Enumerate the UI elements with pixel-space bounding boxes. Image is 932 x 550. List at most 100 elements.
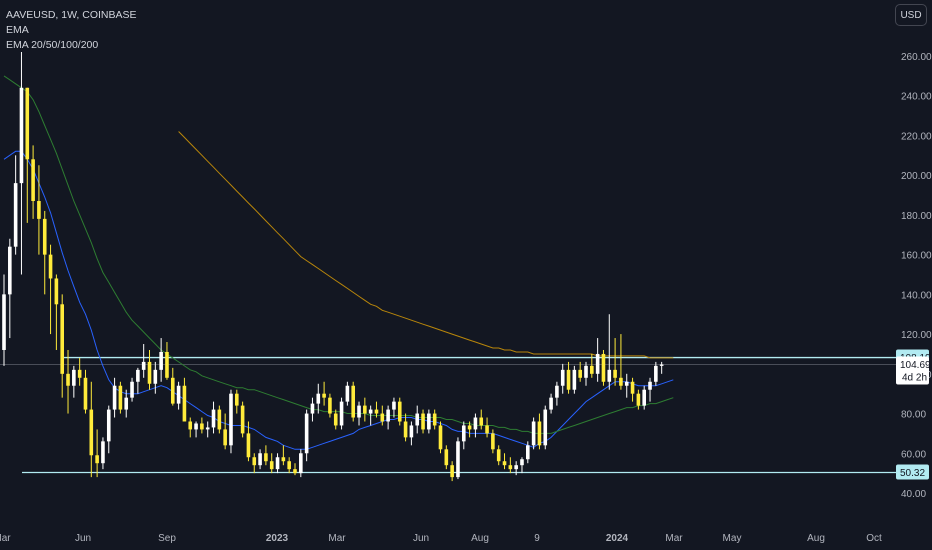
- candle: [31, 145, 35, 219]
- candle-body: [461, 425, 466, 442]
- candle: [141, 344, 146, 378]
- candle-body: [200, 423, 204, 430]
- candle-body: [258, 453, 262, 466]
- candle-body: [141, 361, 146, 370]
- last-price-label: 104.69: [900, 360, 931, 371]
- candle-body: [543, 409, 548, 446]
- candle-body: [351, 385, 355, 418]
- candle: [659, 361, 664, 374]
- candle: [304, 409, 309, 462]
- candle: [182, 377, 187, 422]
- candle: [310, 397, 315, 422]
- candle: [351, 381, 355, 422]
- y-tick-label: 220.00: [901, 131, 932, 142]
- y-tick-label: 40.00: [901, 489, 926, 500]
- candle: [520, 457, 524, 474]
- candle-body: [240, 405, 245, 434]
- candle-body: [374, 409, 379, 414]
- currency-button[interactable]: USD: [895, 4, 927, 26]
- candle-body: [89, 409, 94, 456]
- candlesticks: [2, 52, 664, 482]
- candle: [147, 349, 152, 390]
- candle: [200, 417, 204, 434]
- candle-body: [642, 389, 646, 406]
- candle-body: [25, 87, 30, 160]
- candle-body: [444, 449, 449, 466]
- candle-body: [560, 369, 565, 386]
- candle: [281, 445, 286, 466]
- candle: [572, 365, 577, 394]
- x-tick-label: Jun: [413, 533, 429, 544]
- candle: [357, 401, 361, 426]
- candle: [607, 314, 612, 390]
- candle-body: [485, 425, 489, 434]
- candle-body: [537, 421, 542, 446]
- candle: [450, 461, 454, 482]
- candle: [48, 244, 53, 335]
- candle: [432, 409, 437, 430]
- candle: [8, 238, 12, 339]
- candle-body: [630, 381, 635, 394]
- candle: [531, 417, 536, 450]
- candle: [619, 334, 623, 390]
- candle: [37, 165, 41, 255]
- candle-body: [217, 409, 222, 430]
- candle-body: [415, 413, 420, 426]
- candle: [95, 429, 99, 478]
- candle-body: [549, 397, 553, 410]
- candle: [427, 409, 431, 434]
- candle-body: [363, 405, 367, 414]
- candle: [590, 353, 594, 378]
- candle: [275, 453, 280, 474]
- candle: [246, 421, 251, 462]
- candle: [194, 421, 198, 438]
- candle: [502, 453, 507, 470]
- candle: [153, 361, 158, 394]
- candle-body: [421, 413, 425, 430]
- candle-body: [659, 364, 664, 366]
- candle-body: [83, 377, 88, 410]
- candle: [83, 369, 88, 414]
- candle: [636, 389, 641, 410]
- candle-body: [450, 465, 454, 478]
- candle-body: [496, 449, 501, 462]
- price-axis: 260.00 240.00 220.00 200.00 180.00 160.00 140.…: [901, 52, 932, 500]
- candle-body: [578, 369, 582, 378]
- candle-body: [467, 425, 472, 430]
- candle-body: [473, 417, 478, 430]
- candle-body: [345, 385, 350, 402]
- candle: [578, 361, 582, 382]
- candle: [491, 429, 495, 454]
- candle-body: [8, 246, 12, 295]
- candle-body: [304, 413, 309, 454]
- y-tick-label: 160.00: [901, 251, 932, 262]
- ema-lines: [3, 75, 674, 450]
- candle-body: [526, 445, 530, 460]
- indicator-ema-multi-label[interactable]: EMA 20/50/100/200: [6, 39, 99, 51]
- candle-body: [31, 159, 35, 202]
- candle: [409, 421, 414, 446]
- candle: [584, 361, 588, 386]
- candle-body: [48, 254, 53, 279]
- candle-body: [124, 397, 129, 410]
- candle: [514, 461, 518, 476]
- candle-body: [147, 361, 152, 384]
- candle: [170, 367, 175, 406]
- candle-body: [339, 401, 344, 426]
- candle-body: [223, 429, 227, 446]
- indicator-ema-label[interactable]: EMA: [6, 24, 29, 36]
- candle-body: [584, 365, 588, 378]
- candle: [467, 421, 472, 438]
- candle-body: [118, 385, 123, 410]
- candle: [601, 349, 606, 386]
- candle-body: [531, 421, 536, 446]
- candle: [479, 409, 484, 430]
- candle: [235, 389, 239, 414]
- candle: [560, 363, 565, 394]
- candle: [549, 393, 553, 414]
- countdown-label: 4d 2h: [902, 373, 927, 384]
- candle-body: [275, 457, 280, 470]
- candle-body: [409, 425, 414, 438]
